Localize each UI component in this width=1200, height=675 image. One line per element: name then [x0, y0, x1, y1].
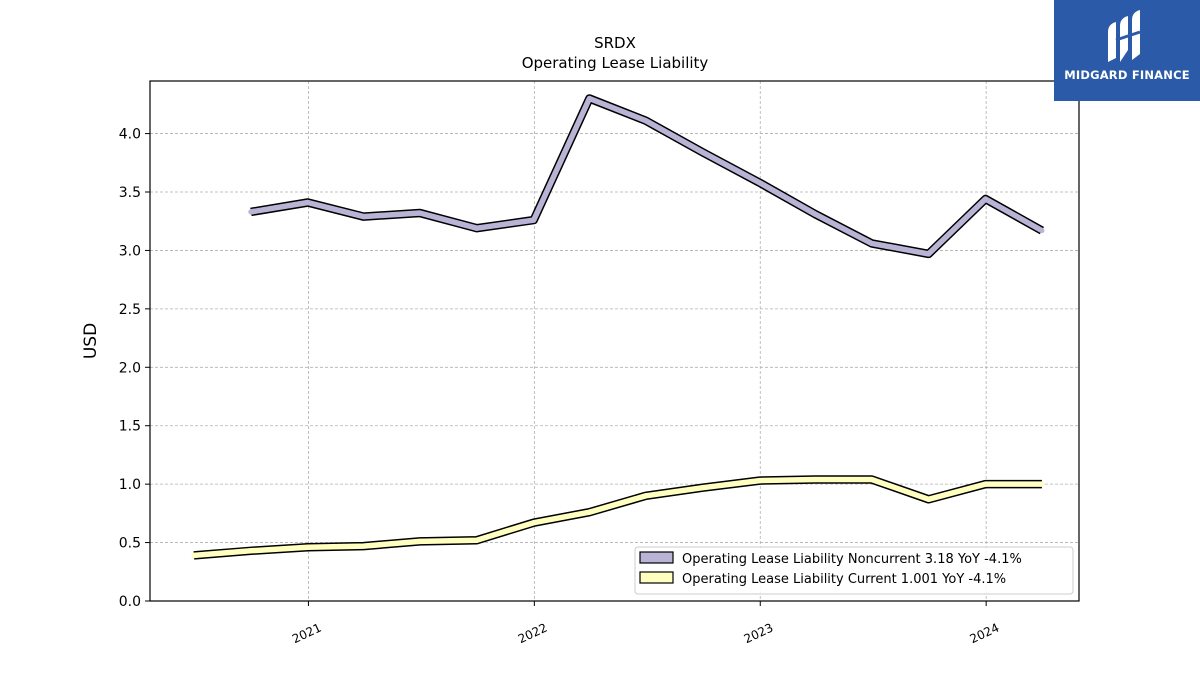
data-point	[700, 485, 706, 491]
data-point	[1039, 481, 1045, 487]
data-point	[531, 520, 537, 526]
grid	[150, 81, 1079, 602]
series-noncurrent	[248, 94, 1045, 259]
data-point	[417, 210, 423, 216]
y-tick-label: 3.0	[119, 243, 141, 259]
data-point	[757, 478, 763, 484]
x-axis: 2021 2022 2023 2024	[290, 601, 1001, 646]
logo-text: MIDGARD FINANCE	[1064, 68, 1190, 82]
data-point	[869, 476, 875, 483]
series-line	[193, 476, 1042, 559]
data-point	[305, 544, 311, 550]
series-current	[191, 475, 1045, 560]
data-point	[982, 196, 989, 202]
midgard-finance-logo: MIDGARD FINANCE	[1054, 0, 1200, 101]
y-tick-label: 2.0	[119, 360, 141, 376]
y-tick-label: 0.0	[119, 594, 141, 610]
series-layer	[191, 94, 1045, 560]
legend-swatch	[639, 551, 674, 564]
data-point	[982, 481, 989, 487]
plot-frame	[149, 80, 1080, 602]
chart-subtitle: Operating Lease Liability	[522, 54, 709, 72]
y-tick-label: 2.5	[119, 302, 141, 318]
x-tick-label: 2021	[290, 621, 324, 647]
data-point	[248, 209, 254, 215]
data-point	[248, 548, 254, 554]
legend-label: Operating Lease Liability Noncurrent 3.1…	[682, 552, 1022, 567]
midgard-logo-icon	[1108, 10, 1141, 62]
legend: Operating Lease Liability Noncurrent 3.1…	[634, 546, 1074, 595]
x-tick-label: 2024	[968, 621, 1002, 647]
chart-title: SRDX	[594, 34, 636, 52]
y-tick-label: 3.5	[119, 185, 141, 201]
legend-label: Operating Lease Liability Current 1.001 …	[682, 572, 1006, 587]
x-tick-label: 2022	[516, 621, 550, 647]
x-tick-label: 2023	[742, 621, 776, 647]
data-point	[926, 251, 932, 257]
y-axis-label: USD	[81, 323, 101, 359]
data-point	[305, 199, 311, 206]
data-point	[926, 496, 932, 502]
data-point	[586, 509, 593, 515]
data-point	[360, 213, 367, 220]
data-point	[700, 149, 706, 155]
data-point	[586, 95, 593, 102]
legend-box	[634, 546, 1074, 595]
y-tick-label: 4.0	[119, 127, 141, 143]
data-point	[474, 537, 480, 543]
data-point	[643, 118, 649, 124]
data-point	[531, 217, 537, 223]
data-point	[417, 538, 423, 545]
data-point	[1039, 227, 1045, 234]
y-axis: 0.0 0.5 1.0 1.5 2.0 2.5 3.0 3.5 4.0	[119, 127, 150, 610]
data-point	[474, 225, 480, 231]
y-tick-label: 0.5	[119, 536, 141, 552]
data-point	[869, 240, 875, 247]
series-line-outline	[193, 475, 1042, 560]
data-point	[191, 552, 197, 559]
data-point	[812, 211, 818, 217]
data-point	[757, 180, 763, 186]
data-point	[360, 543, 367, 549]
y-tick-label: 1.0	[119, 477, 141, 493]
data-point	[643, 493, 649, 499]
data-point	[812, 476, 818, 483]
y-tick-label: 1.5	[119, 419, 141, 435]
legend-swatch	[639, 571, 674, 584]
